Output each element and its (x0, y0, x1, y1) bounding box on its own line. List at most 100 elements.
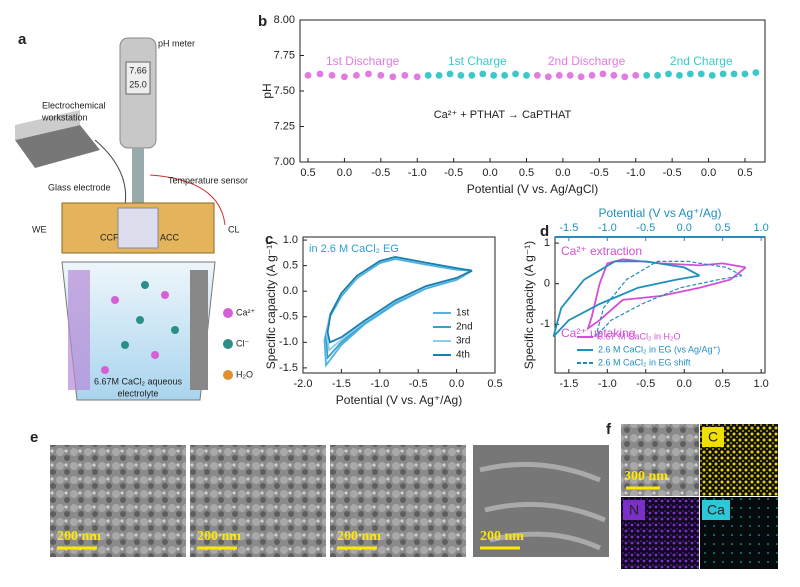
data-point (610, 71, 618, 80)
data-point (621, 73, 629, 81)
y-tick-label: 8.00 (274, 14, 295, 26)
y-tick-label: 7.50 (274, 85, 295, 97)
legend-swatch (223, 308, 233, 318)
panel-e: e 200 nm 200 nm 200 nm 200 nm (30, 429, 609, 557)
x-tick-label: -1.0 (598, 378, 617, 390)
y-tick-label: 7.00 (274, 156, 295, 168)
y-tick-label: -0.5 (279, 311, 298, 323)
wire (94, 139, 127, 206)
data-point (489, 71, 498, 80)
x-axis-label: Potential (V vs. Ag⁺/Ag) (336, 393, 462, 407)
y-tick-label: -1 (540, 318, 550, 330)
annotation: Ca²⁺ uptaking (561, 326, 635, 340)
x-tick-label: -1.0 (370, 378, 389, 390)
electrode (68, 270, 90, 390)
ccf-label: CCF (100, 232, 119, 242)
x-tick-label: 0.0 (555, 167, 570, 179)
data-point (377, 71, 385, 80)
x-tick-label: -1.5 (332, 378, 351, 390)
panel-label: b (258, 13, 267, 30)
x-tick-label: -0.5 (590, 167, 609, 179)
wire (149, 174, 226, 226)
data-point (752, 68, 760, 77)
data-point (364, 70, 373, 78)
map-label: N (629, 502, 639, 518)
data-point (468, 71, 476, 80)
x-tick-label: -2.0 (294, 378, 313, 390)
series-label: 2nd Discharge (548, 54, 626, 68)
x2-tick-label: 0.5 (715, 222, 730, 234)
x-tick-label: 0.5 (737, 167, 752, 179)
y-tick-label: 1 (544, 237, 550, 249)
data-point (340, 73, 349, 81)
y-axis-label: Specific capacity (A g⁻¹) (264, 241, 278, 369)
workstation-top (15, 110, 80, 140)
x-tick-label: 0.0 (701, 167, 716, 179)
electrolyte-label: 6.67M CaCl₂ aqueous (94, 376, 183, 386)
legend-label: H₂O (236, 369, 253, 379)
data-point (389, 73, 397, 81)
map-label: C (708, 429, 718, 445)
y-tick-label: 0 (544, 278, 550, 290)
meter-display (125, 61, 151, 95)
series-line (326, 255, 473, 344)
x2-tick-label: -1.5 (559, 222, 578, 234)
sem-image (621, 424, 699, 496)
y-tick-label: 1.0 (283, 234, 298, 246)
data-point (697, 70, 706, 78)
x-axis-label: Potential (V vs. Ag/AgCl) (467, 182, 598, 196)
acc-label: ACC (160, 232, 180, 242)
legend-swatch (223, 370, 233, 380)
y-tick-label: 7.75 (274, 49, 295, 61)
data-point (730, 70, 738, 78)
temperature-sensor-label: Temperature sensor (168, 175, 248, 185)
data-point (719, 70, 727, 78)
data-point (424, 71, 432, 80)
workstation-label: Electrochemical (42, 100, 106, 110)
series-label: 1st Discharge (326, 54, 400, 68)
data-point (401, 71, 409, 80)
data-point (328, 71, 336, 80)
plot-frame (302, 236, 496, 374)
map-tag (702, 427, 724, 447)
panel-f: f 300 nm C N Ca (606, 421, 778, 569)
legend-label: 1st (456, 308, 470, 319)
cell-chamber (117, 207, 159, 249)
annotation: in 2.6 M CaCl₂ EG (309, 243, 399, 255)
data-point (500, 71, 509, 80)
data-point (413, 73, 422, 81)
y-tick-label: -1.0 (279, 336, 298, 348)
display-temp: 25.0 (129, 79, 147, 89)
x-tick-label: 0.5 (300, 167, 315, 179)
legend-swatch (223, 339, 233, 349)
data-point (631, 71, 640, 80)
scale-bar-label: 300 nm (624, 469, 668, 484)
data-point (478, 70, 487, 78)
ions (101, 281, 179, 374)
x-tick-label: 0.0 (337, 167, 352, 179)
scale-bar-label: 200 nm (337, 529, 381, 544)
x2-tick-label: -0.5 (636, 222, 655, 234)
x-tick-label: -0.5 (444, 167, 463, 179)
data-point (566, 71, 574, 80)
series-label: 2nd Charge (670, 54, 733, 68)
panel-label: a (18, 31, 27, 48)
cl-label: CL (228, 224, 240, 234)
x2-tick-label: -1.0 (598, 222, 617, 234)
data-point (708, 71, 717, 80)
series-line (595, 260, 743, 337)
x-tick-label: 0.5 (715, 378, 730, 390)
data-point (511, 70, 520, 78)
x2-axis-label: Potential (V vs Ag⁺/Ag) (598, 206, 721, 220)
data-point (588, 71, 596, 80)
y-tick-label: 7.25 (274, 120, 295, 132)
series-label: 1st Charge (448, 54, 507, 68)
data-point (599, 70, 607, 78)
x-tick-label: -0.5 (409, 378, 428, 390)
sem-image (190, 445, 326, 557)
data-point (435, 71, 443, 80)
x2-tick-label: 0.0 (677, 222, 692, 234)
map-tag (702, 500, 730, 520)
panel-a: a 7.66 25.0 pH meter Electrochemical wor… (15, 31, 256, 401)
